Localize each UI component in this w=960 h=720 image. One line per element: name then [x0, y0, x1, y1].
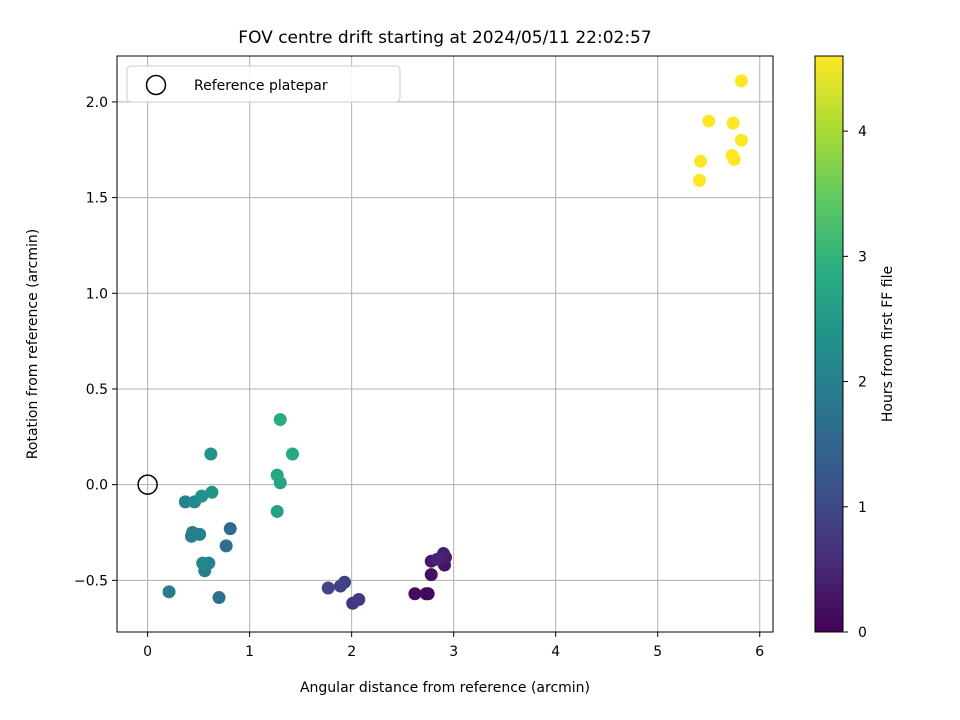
data-point	[223, 522, 237, 536]
colorbar-tick-label: 4	[858, 124, 867, 140]
data-point	[196, 556, 210, 570]
data-point	[408, 587, 422, 601]
colorbar-tick-label: 0	[858, 625, 867, 641]
legend-entry-reference: Reference platepar	[194, 78, 328, 94]
scatter-points	[162, 74, 748, 610]
data-point	[273, 413, 287, 427]
data-point	[212, 591, 226, 605]
y-tick-label: 0.5	[86, 382, 108, 398]
y-tick-label: 2.0	[86, 95, 108, 111]
chart-title: FOV centre drift starting at 2024/05/11 …	[238, 28, 651, 48]
colorbar-tick-label: 1	[858, 500, 867, 516]
x-axis-label: Angular distance from reference (arcmin)	[300, 680, 590, 696]
legend-box	[126, 65, 401, 103]
data-point	[193, 527, 207, 541]
x-tick-label: 2	[347, 644, 356, 660]
x-tick-label: 5	[653, 644, 662, 660]
y-axis-label: Rotation from reference (arcmin)	[25, 229, 41, 459]
x-tick-label: 6	[755, 644, 764, 660]
data-point	[270, 468, 284, 482]
data-point	[727, 152, 741, 166]
data-point	[726, 116, 740, 130]
data-point	[205, 485, 219, 499]
colorbar-ticks: 0 1 2 3 4	[843, 124, 867, 641]
x-tick-label: 3	[449, 644, 458, 660]
colorbar-label: Hours from first FF file	[880, 266, 896, 422]
legend-marker-icon	[145, 74, 167, 96]
reference-platepar-marker	[137, 474, 158, 495]
data-point	[702, 114, 716, 128]
data-point	[195, 489, 209, 503]
data-point	[285, 447, 299, 461]
data-point	[333, 579, 347, 593]
data-point	[734, 133, 748, 147]
data-point	[424, 568, 438, 582]
data-point	[321, 581, 335, 595]
y-axis-ticks: −0.5 0.0 0.5 1.0 1.5 2.0	[74, 95, 117, 589]
colorbar	[815, 56, 843, 632]
data-point	[270, 504, 284, 518]
data-point	[204, 447, 218, 461]
data-point	[162, 585, 176, 599]
data-point	[693, 173, 707, 187]
y-tick-label: 1.0	[86, 286, 108, 302]
data-point	[178, 495, 192, 509]
colorbar-tick-label: 3	[858, 249, 867, 265]
x-tick-label: 0	[143, 644, 152, 660]
x-axis-ticks: 0 1 2 3 4 5 6	[143, 632, 764, 660]
data-point	[734, 74, 748, 88]
data-point	[352, 592, 366, 606]
data-point	[430, 552, 444, 566]
plot-frame	[116, 55, 774, 633]
colorbar-frame	[814, 55, 844, 633]
x-tick-label: 1	[245, 644, 254, 660]
data-point	[419, 587, 433, 601]
data-point	[219, 539, 233, 553]
legend: Reference platepar	[126, 65, 401, 103]
x-tick-label: 4	[551, 644, 560, 660]
y-tick-label: 0.0	[86, 478, 108, 494]
y-tick-label: −0.5	[74, 573, 108, 589]
data-point	[694, 154, 708, 168]
colorbar-tick-label: 2	[858, 375, 867, 391]
y-tick-label: 1.5	[86, 191, 108, 207]
grid-lines	[117, 56, 773, 632]
